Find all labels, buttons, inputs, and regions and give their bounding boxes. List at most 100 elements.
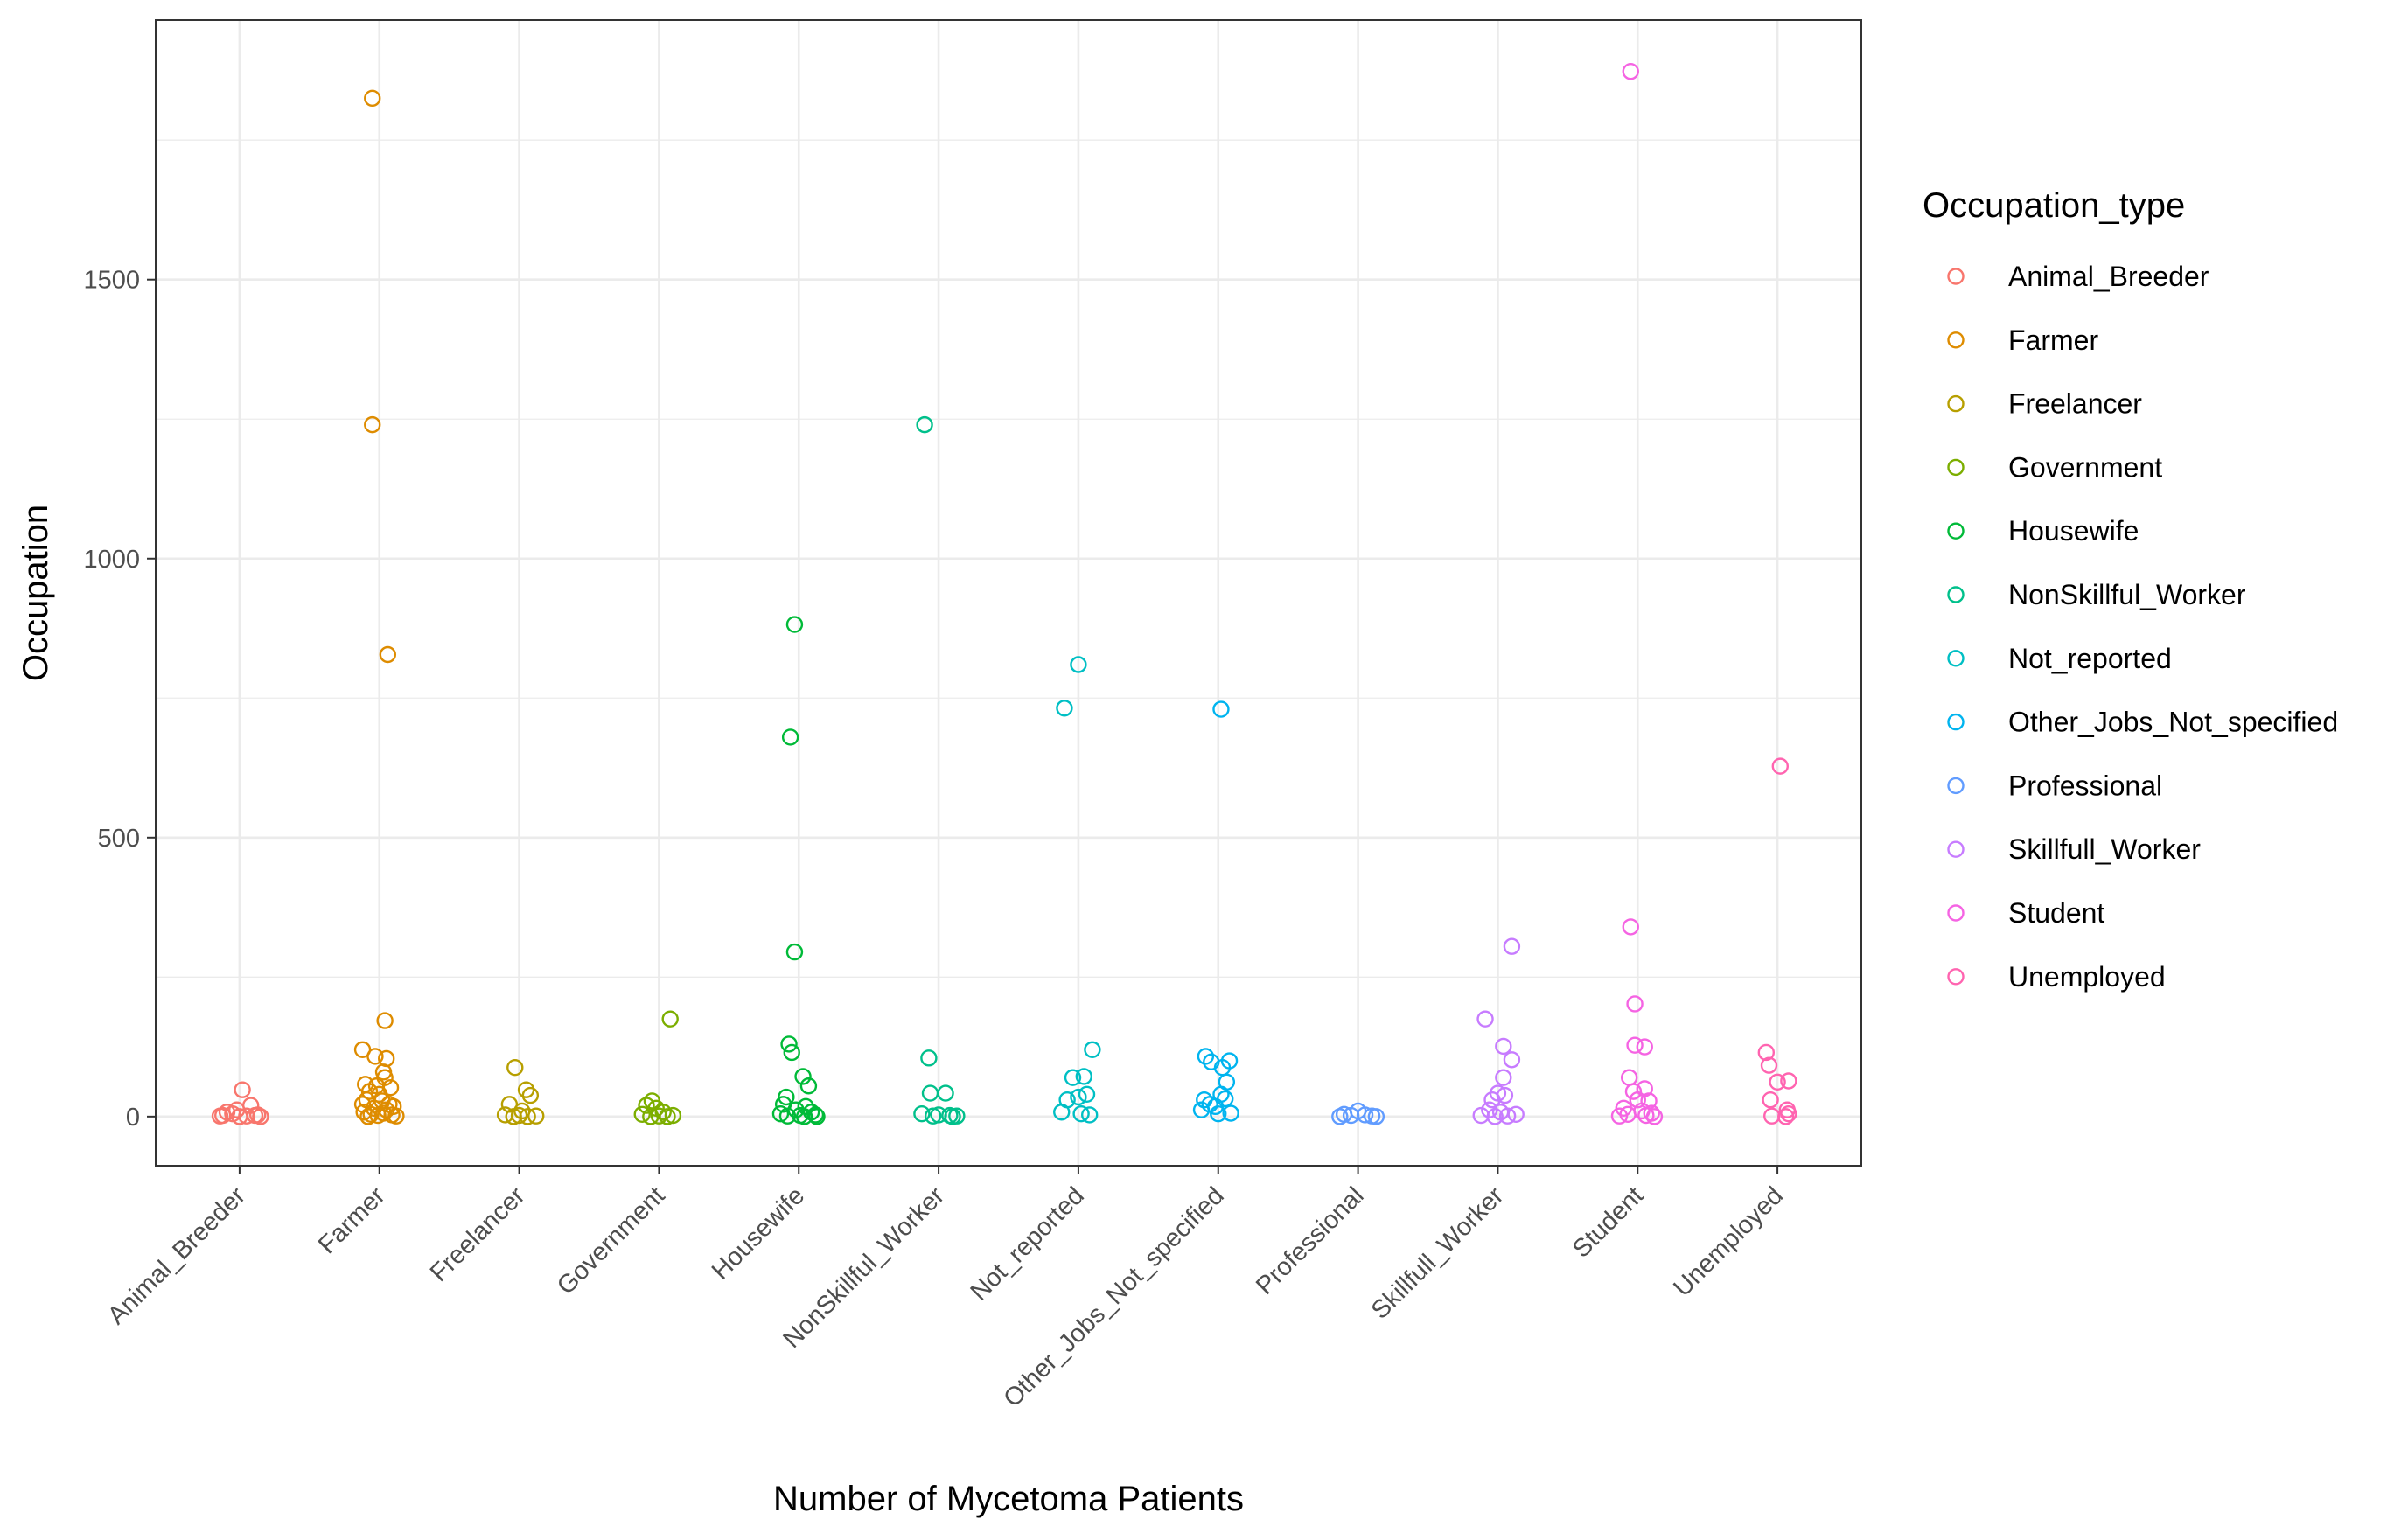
legend-label: Farmer [2008,324,2098,356]
data-point [527,1107,545,1125]
data-point [778,1107,797,1125]
series-other-jobs-not-specified [1192,700,1239,1123]
series-freelancer [496,1058,545,1125]
data-point [794,1068,812,1085]
data-point [1072,1104,1090,1123]
data-point [1622,63,1639,80]
data-point [387,1107,405,1125]
data-point [795,1108,813,1125]
data-point [1780,1072,1797,1090]
data-point [1075,1068,1093,1085]
panel-border [155,19,1862,1167]
legend-key [1947,331,1965,349]
x-axis-title: Number of Mycetoma Patients [773,1480,1244,1518]
data-point [638,1097,655,1114]
data-point [506,1058,524,1077]
data-point [785,943,804,961]
data-point [1070,656,1087,673]
data-point [1495,1069,1512,1086]
data-point [359,1108,377,1125]
legend-label: Animal_Breeder [2008,261,2209,292]
legend-label: Professional [2008,770,2162,801]
legend-title: Occupation_type [1923,186,2185,225]
legend-label: Government [2008,451,2162,483]
data-point [1771,757,1789,775]
data-point [252,1108,269,1125]
data-point [1637,1106,1655,1125]
data-point [1626,995,1644,1013]
data-point [234,1081,251,1098]
data-point [521,1086,540,1104]
data-point [1769,1073,1786,1091]
data-point [379,645,397,664]
data-point [1507,1105,1525,1123]
legend-key [1947,650,1965,667]
legend-key [1947,394,1965,413]
data-point [661,1010,679,1028]
data-point [916,415,933,434]
grid [156,20,1861,1166]
legend: Occupation_type Animal_Breeder Farmer Free… [1923,186,2338,993]
data-point [1367,1108,1385,1125]
series-farmer [353,89,405,1125]
data-point [519,1108,536,1125]
series-professional [1331,1102,1385,1125]
data-point [1757,1043,1776,1062]
data-point [1503,1051,1521,1069]
data-point [633,1105,651,1123]
data-point [1356,1106,1374,1124]
data-point [1760,1056,1778,1074]
y-axis: 0 500 1000 1500 [83,267,156,1132]
legend-label: Not_reported [2008,643,2172,674]
data-point [1197,1048,1215,1065]
data-point [1056,700,1073,717]
y-tick-label: 0 [126,1104,140,1132]
legend-label: Housewife [2008,515,2139,547]
data-point [642,1108,660,1125]
series-student [1610,63,1664,1125]
legend-key [1947,268,1965,285]
data-point [920,1049,938,1067]
data-point [1780,1104,1797,1123]
y-tick-label: 1000 [83,546,140,574]
data-point [1483,1091,1501,1109]
series-nonskillful-worker [913,415,966,1125]
data-point [1619,1105,1637,1123]
data-point [1776,1108,1795,1125]
data-point [1070,1088,1087,1106]
data-point [1503,937,1521,955]
data-point [1212,700,1230,718]
series-housewife [771,616,826,1125]
data-point [924,1107,942,1125]
data-point [362,1105,380,1123]
data-point [783,1043,800,1062]
data-point [1498,1107,1517,1125]
data-point [1476,1010,1494,1028]
data-point [771,1104,790,1123]
data-point [231,1108,248,1125]
data-point [1624,1083,1643,1100]
legend-key [1947,458,1965,477]
y-tick-label: 500 [98,825,140,853]
data-point [1610,1107,1629,1125]
data-point [1222,1104,1239,1122]
data-point [1645,1108,1664,1125]
data-point [1064,1069,1082,1086]
series-skillfull-worker [1472,937,1525,1125]
y-tick-label: 1500 [83,267,140,295]
legend-key [1947,904,1965,922]
data-point [797,1097,814,1116]
data-point [778,1088,795,1106]
legend-key [1947,713,1965,731]
data-point [799,1077,818,1095]
data-point [376,1012,394,1029]
legend-label: Freelancer [2008,388,2142,420]
legend-key [1947,968,1965,986]
legend-key [1947,586,1965,603]
data-point [1192,1101,1211,1118]
series-government [633,1010,682,1125]
data-point [913,1104,931,1123]
data-point [1084,1041,1101,1058]
data-point [364,415,381,434]
